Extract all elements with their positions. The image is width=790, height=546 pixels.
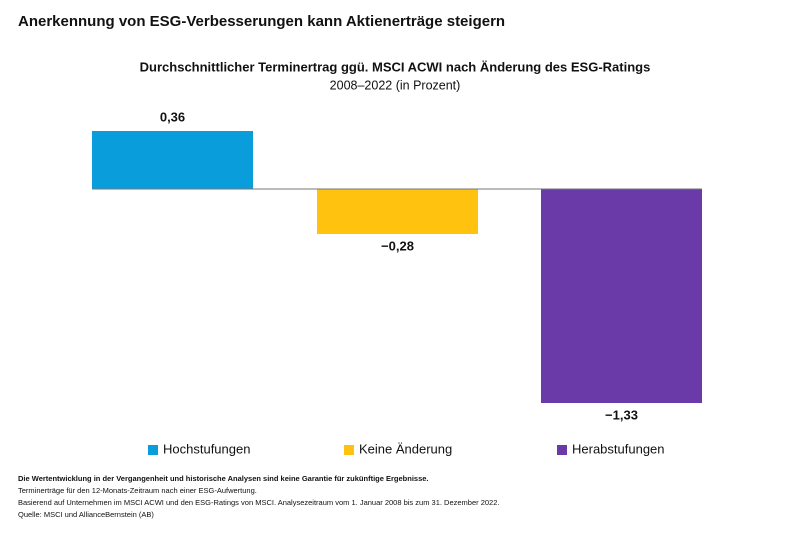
bar [541,188,702,403]
legend-swatch [557,445,567,455]
footnote: Die Wertentwicklung in der Vergangenheit… [18,474,429,483]
legend-label: Hochstufungen [163,441,250,456]
footnote: Basierend auf Unternehmen im MSCI ACWI u… [18,498,499,507]
bar [317,188,478,235]
legend-swatch [344,445,354,455]
bar [92,131,253,189]
footnote: Quelle: MSCI und AllianceBernstein (AB) [18,510,154,519]
footnote: Terminerträge für den 12-Monats-Zeitraum… [18,486,257,495]
value-label: −0,28 [381,238,414,253]
value-label: −1,33 [605,407,638,422]
chart-subtitle: 2008–2022 (in Prozent) [330,78,461,92]
legend-swatch [148,445,158,455]
legend-label: Keine Änderung [359,441,452,456]
chart-title: Durchschnittlicher Terminertrag ggü. MSC… [140,59,651,74]
value-label: 0,36 [160,109,185,124]
page-title: Anerkennung von ESG-Verbesserungen kann … [18,13,505,30]
legend-label: Herabstufungen [572,441,665,456]
